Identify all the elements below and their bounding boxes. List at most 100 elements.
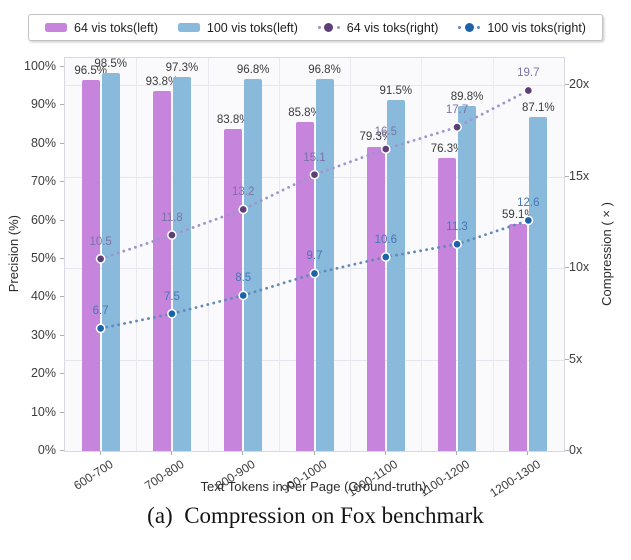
precision-bar <box>366 146 385 451</box>
y-axis-tick-label-left: 80% <box>30 135 56 150</box>
chart-legend: 64 vis toks(left) 100 vis toks(left) 64 vi… <box>28 14 603 41</box>
right-axis-title-text: Compression (×) <box>599 201 614 306</box>
legend-line-marker-icon <box>458 23 481 32</box>
vertical-gridline <box>350 58 352 451</box>
vertical-gridline <box>207 58 209 451</box>
y-axis-tick-label-left: 50% <box>30 251 56 265</box>
line-value-label: 10.6 <box>374 234 397 247</box>
bar-value-label: 87.1% <box>522 101 555 114</box>
horizontal-gridline <box>65 359 564 361</box>
horizontal-gridline <box>65 268 564 269</box>
y-axis-tick-label-right: 0x <box>569 443 583 457</box>
line-value-label: 11.8 <box>161 212 183 225</box>
x-axis-tick-mark <box>99 451 101 455</box>
bar-value-label: 98.5% <box>94 57 127 70</box>
precision-bar <box>295 121 314 451</box>
x-axis-tick-mark <box>170 451 172 455</box>
precision-bar <box>315 79 334 451</box>
y-axis-tick-label-right: 20x <box>569 77 590 91</box>
y-axis-tick-mark-left <box>60 334 64 336</box>
precision-bar <box>509 224 528 451</box>
left-axis-title-text: Precision (%) <box>6 214 21 293</box>
y-axis-tick-label-left: 30% <box>30 327 56 342</box>
legend-big-dot-icon <box>324 23 334 32</box>
y-axis-tick-label-right: 10x <box>569 260 590 274</box>
precision-bar <box>152 90 171 451</box>
x-axis-tick-mark <box>527 451 529 455</box>
compression-lines-layer <box>95 85 534 334</box>
legend-line-marker-icon <box>317 23 340 32</box>
precision-bar <box>244 79 263 451</box>
line-marker <box>380 252 391 262</box>
plot-area: 96.5% 93.8% 83.8% 85.8% 79.3% 76.3% 59.1% 98.5%… <box>64 57 565 452</box>
line-marker <box>380 144 391 154</box>
legend-bar-swatch-icon <box>177 23 200 32</box>
y-axis-tick-label-left: 70% <box>30 174 56 189</box>
y-axis-tick-mark-left <box>60 450 64 451</box>
line-marker <box>238 290 249 301</box>
bar-value-label: 83.8% <box>216 114 250 127</box>
bar-value-label: 89.8% <box>450 91 484 104</box>
y-axis-tick-mark-left <box>60 66 64 67</box>
legend-item-label: 64 vis toks(right) <box>346 20 439 35</box>
horizontal-gridline <box>65 85 564 86</box>
precision-bar <box>172 77 191 451</box>
line-marker <box>452 122 462 132</box>
bar-value-label: 91.5% <box>379 84 413 97</box>
line-marker <box>452 239 462 250</box>
legend-item-64-vis-toks-left-: 64 vis toks(left) <box>45 21 158 35</box>
bar-value-label: 96.8% <box>308 64 341 77</box>
legend-small-dot-icon <box>317 26 321 29</box>
x-axis-label: Text Tokens in Per Page (Ground-truth) <box>200 479 427 494</box>
bar-value-label: 96.5% <box>74 65 107 78</box>
line-marker <box>95 323 106 334</box>
bar-value-label: 79.3% <box>359 131 393 144</box>
bar-value-label: 93.8% <box>145 75 179 88</box>
legend-item-64-vis-toks-right-: 64 vis toks(right) <box>317 20 439 35</box>
line-marker <box>309 268 320 279</box>
y-axis-tick-mark-left <box>60 142 64 144</box>
vertical-gridline <box>136 58 138 451</box>
line-marker <box>167 230 177 240</box>
legend-item-100-vis-toks-left-: 100 vis toks(left) <box>177 20 298 35</box>
y-axis-tick-mark-left <box>60 258 64 259</box>
line-value-label: 17.7 <box>445 104 469 117</box>
x-axis-tick-mark <box>242 451 244 455</box>
line-marker <box>523 85 534 96</box>
y-axis-tick-mark-left <box>60 104 64 106</box>
y-axis-tick-mark-left <box>60 411 64 413</box>
precision-bar <box>458 106 477 451</box>
right-axis-title: Compression (×) <box>599 57 614 450</box>
y-axis-tick-label-left: 40% <box>30 289 56 304</box>
y-axis-tick-label-left: 10% <box>30 404 56 419</box>
vertical-gridline <box>278 58 280 451</box>
legend-small-dot-icon <box>477 26 481 29</box>
line-value-label: 12.6 <box>517 197 540 210</box>
y-axis-tick-label-left: 90% <box>30 97 56 112</box>
line-marker <box>523 215 534 226</box>
line-value-label: 16.5 <box>374 126 397 139</box>
line-value-label: 8.5 <box>235 272 252 285</box>
legend-small-dot-icon <box>336 26 340 29</box>
y-axis-tick-mark-left <box>60 181 64 183</box>
x-axis-tick-mark <box>384 451 386 455</box>
left-axis-title: Precision (%) <box>6 57 21 450</box>
y-axis-tick-mark-left <box>60 219 64 221</box>
legend-item-label: 100 vis toks(left) <box>206 20 298 35</box>
y-axis-tick-label-left: 0% <box>37 443 56 457</box>
y-axis-tick-mark-left <box>60 373 64 375</box>
y-axis-tick-mark-right <box>565 450 569 451</box>
precision-bar <box>438 158 457 451</box>
bar-value-label: 85.8% <box>288 106 321 119</box>
line-value-label: 13.2 <box>232 186 255 199</box>
y-axis-tick-label-left: 60% <box>30 212 56 227</box>
y-axis-tick-mark-right <box>565 175 569 177</box>
y-axis-tick-mark-right <box>565 84 569 85</box>
vertical-gridline <box>421 58 423 451</box>
precision-bar <box>101 72 120 451</box>
y-axis-tick-mark-left <box>60 296 64 298</box>
line-value-label: 6.7 <box>92 305 109 318</box>
bar-value-label: 96.8% <box>236 64 270 77</box>
legend-small-dot-icon <box>458 26 462 29</box>
x-axis-tick-mark <box>313 451 315 455</box>
